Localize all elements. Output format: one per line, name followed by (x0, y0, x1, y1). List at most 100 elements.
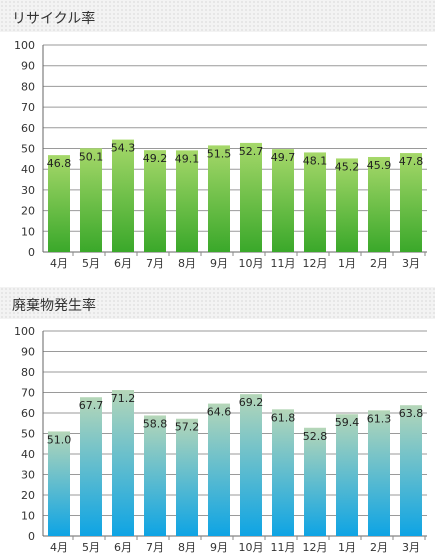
x-tick-label: 9月 (210, 541, 228, 554)
y-tick-label: 0 (28, 530, 35, 543)
bar (144, 150, 166, 252)
y-tick-label: 40 (21, 448, 35, 461)
y-tick-label: 50 (21, 143, 35, 156)
bar (368, 156, 390, 252)
x-tick-label: 2月 (370, 257, 388, 270)
x-tick-label: 4月 (50, 257, 68, 270)
bar (176, 418, 198, 536)
recycling-rate-chart: 0 10 20 30 40 50 60 70 80 90 100 46.8 4月 50.1 5月 54.3 6月… (14, 39, 427, 270)
bar (272, 149, 294, 252)
data-label: 50.1 (79, 150, 104, 163)
x-tick-label: 10月 (239, 257, 264, 270)
x-tick-label: 3月 (402, 541, 420, 554)
x-tick-label: 12月 (303, 257, 328, 270)
bar (112, 139, 134, 252)
y-tick-label: 30 (21, 184, 35, 197)
data-label: 46.8 (47, 157, 72, 170)
bar (112, 390, 134, 536)
data-label: 64.6 (207, 406, 232, 419)
y-tick-label: 100 (14, 325, 35, 338)
data-label: 61.3 (367, 412, 392, 425)
x-tick-label: 11月 (271, 257, 296, 270)
chart-2-title: 廃棄物発生率 (12, 298, 96, 314)
bar (144, 415, 166, 536)
x-tick-label: 8月 (178, 541, 196, 554)
bar (176, 150, 198, 252)
data-label: 59.4 (335, 416, 360, 429)
x-tick-label: 1月 (338, 541, 356, 554)
y-tick-label: 80 (21, 80, 35, 93)
data-label: 48.1 (303, 154, 328, 167)
y-tick-label: 20 (21, 489, 35, 502)
bar (304, 427, 326, 536)
data-label: 51.5 (207, 147, 232, 160)
chart-2-header: 廃棄物発生率 (0, 287, 435, 319)
x-tick-label: 3月 (402, 257, 420, 270)
data-label: 67.7 (79, 399, 104, 412)
x-tick-label: 5月 (82, 541, 100, 554)
bar (80, 397, 102, 536)
data-label: 52.8 (303, 430, 328, 443)
chart-1-title: リサイクル率 (12, 11, 96, 27)
x-tick-label: 2月 (370, 541, 388, 554)
x-tick-label: 6月 (114, 257, 132, 270)
x-tick-label: 8月 (178, 257, 196, 270)
bar (400, 405, 422, 536)
data-label: 49.7 (271, 151, 296, 164)
bar (208, 403, 230, 536)
data-label: 51.0 (47, 433, 72, 446)
data-label: 49.2 (143, 152, 168, 165)
bar (240, 142, 262, 252)
data-label: 52.7 (239, 145, 264, 158)
y-tick-label: 100 (14, 39, 35, 52)
data-label: 58.8 (143, 417, 168, 430)
data-label: 57.2 (175, 421, 200, 434)
y-tick-label: 20 (21, 205, 35, 218)
data-label: 61.8 (271, 411, 296, 424)
y-tick-label: 80 (21, 366, 35, 379)
x-tick-label: 1月 (338, 257, 356, 270)
x-tick-label: 12月 (303, 541, 328, 554)
x-tick-label: 11月 (271, 541, 296, 554)
bar (48, 431, 70, 536)
data-label: 54.3 (111, 142, 136, 155)
bar (240, 394, 262, 536)
x-tick-label: 7月 (146, 541, 164, 554)
bar (368, 410, 390, 536)
y-tick-label: 60 (21, 407, 35, 420)
x-tick-label: 6月 (114, 541, 132, 554)
x-tick-label: 10月 (239, 541, 264, 554)
y-tick-label: 10 (21, 510, 35, 523)
bar (336, 414, 358, 536)
x-tick-label: 7月 (146, 257, 164, 270)
y-tick-label: 70 (21, 387, 35, 400)
x-tick-label: 9月 (210, 257, 228, 270)
y-tick-label: 0 (28, 246, 35, 259)
bar (48, 155, 70, 252)
bar (272, 409, 294, 536)
bar (304, 152, 326, 252)
data-label: 69.2 (239, 396, 264, 409)
x-tick-label: 4月 (50, 541, 68, 554)
y-tick-label: 30 (21, 469, 35, 482)
bar (80, 148, 102, 252)
y-tick-label: 70 (21, 101, 35, 114)
chart-1-header: リサイクル率 (0, 0, 435, 32)
data-label: 45.2 (335, 160, 360, 173)
waste-generation-rate-chart: 0 10 20 30 40 50 60 70 80 90 100 51.0 4月 67.7 5月 71.2 6月… (14, 325, 427, 554)
bar (336, 158, 358, 252)
y-tick-label: 90 (21, 60, 35, 73)
bar (400, 153, 422, 252)
x-tick-label: 5月 (82, 257, 100, 270)
data-label: 63.8 (399, 407, 424, 420)
y-tick-label: 40 (21, 163, 35, 176)
y-tick-label: 60 (21, 122, 35, 135)
data-label: 71.2 (111, 392, 136, 405)
bar (208, 145, 230, 252)
y-tick-label: 50 (21, 428, 35, 441)
data-label: 45.9 (367, 159, 392, 172)
y-tick-label: 90 (21, 346, 35, 359)
data-label: 47.8 (399, 155, 424, 168)
data-label: 49.1 (175, 152, 200, 165)
y-tick-label: 10 (21, 225, 35, 238)
